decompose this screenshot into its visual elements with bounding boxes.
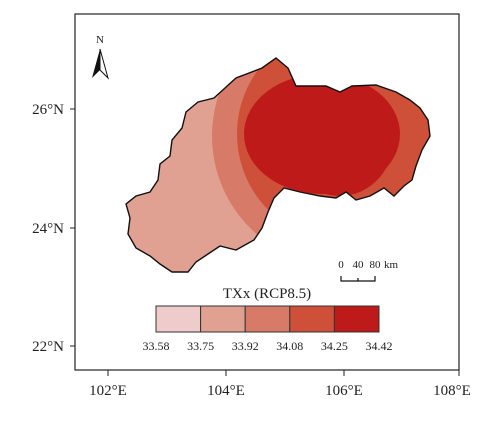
scale-label: 0 [338, 259, 344, 271]
legend-swatch [289, 305, 335, 333]
legend-break-label: 34.08 [276, 339, 303, 353]
legend-swatch [333, 305, 380, 333]
legend-break-label: 34.25 [321, 339, 348, 353]
legend-break-label: 33.75 [187, 339, 214, 353]
x-tick-label: 104°E [207, 383, 245, 399]
legend-break-label: 33.92 [232, 339, 259, 353]
legend: TXx (RCP8.5) 33.58 33.75 33.92 34.08 34.25 34… [143, 286, 393, 353]
scale-label: 40 [353, 259, 365, 271]
legend-swatch [200, 305, 246, 333]
scale-bar: 0 40 80 km [338, 259, 399, 282]
x-tick-label: 106°E [325, 383, 363, 399]
map-frame [74, 13, 460, 371]
legend-break-label: 33.58 [143, 339, 170, 353]
y-axis: 26°N 24°N 22°N [32, 102, 75, 355]
y-tick-label: 22°N [32, 339, 64, 355]
scale-label: 80 [370, 259, 382, 271]
north-arrow: N [92, 34, 109, 80]
legend-title: TXx (RCP8.5) [223, 286, 311, 302]
y-tick-label: 24°N [32, 221, 64, 237]
legend-swatch [155, 305, 202, 333]
x-axis: 102°E 104°E 106°E 108°E [89, 370, 471, 399]
scale-unit: km [384, 259, 399, 271]
legend-labels: 33.58 33.75 33.92 34.08 34.25 34.42 [143, 339, 393, 353]
legend-swatch [244, 305, 291, 333]
north-arrow-icon [92, 49, 100, 78]
north-label: N [96, 34, 104, 46]
x-tick-label: 102°E [89, 383, 127, 399]
band-highest-east [286, 80, 394, 196]
y-tick-label: 26°N [32, 102, 64, 118]
legend-swatches [155, 305, 380, 333]
x-tick-label: 108°E [433, 383, 471, 399]
legend-break-label: 34.42 [366, 339, 393, 353]
